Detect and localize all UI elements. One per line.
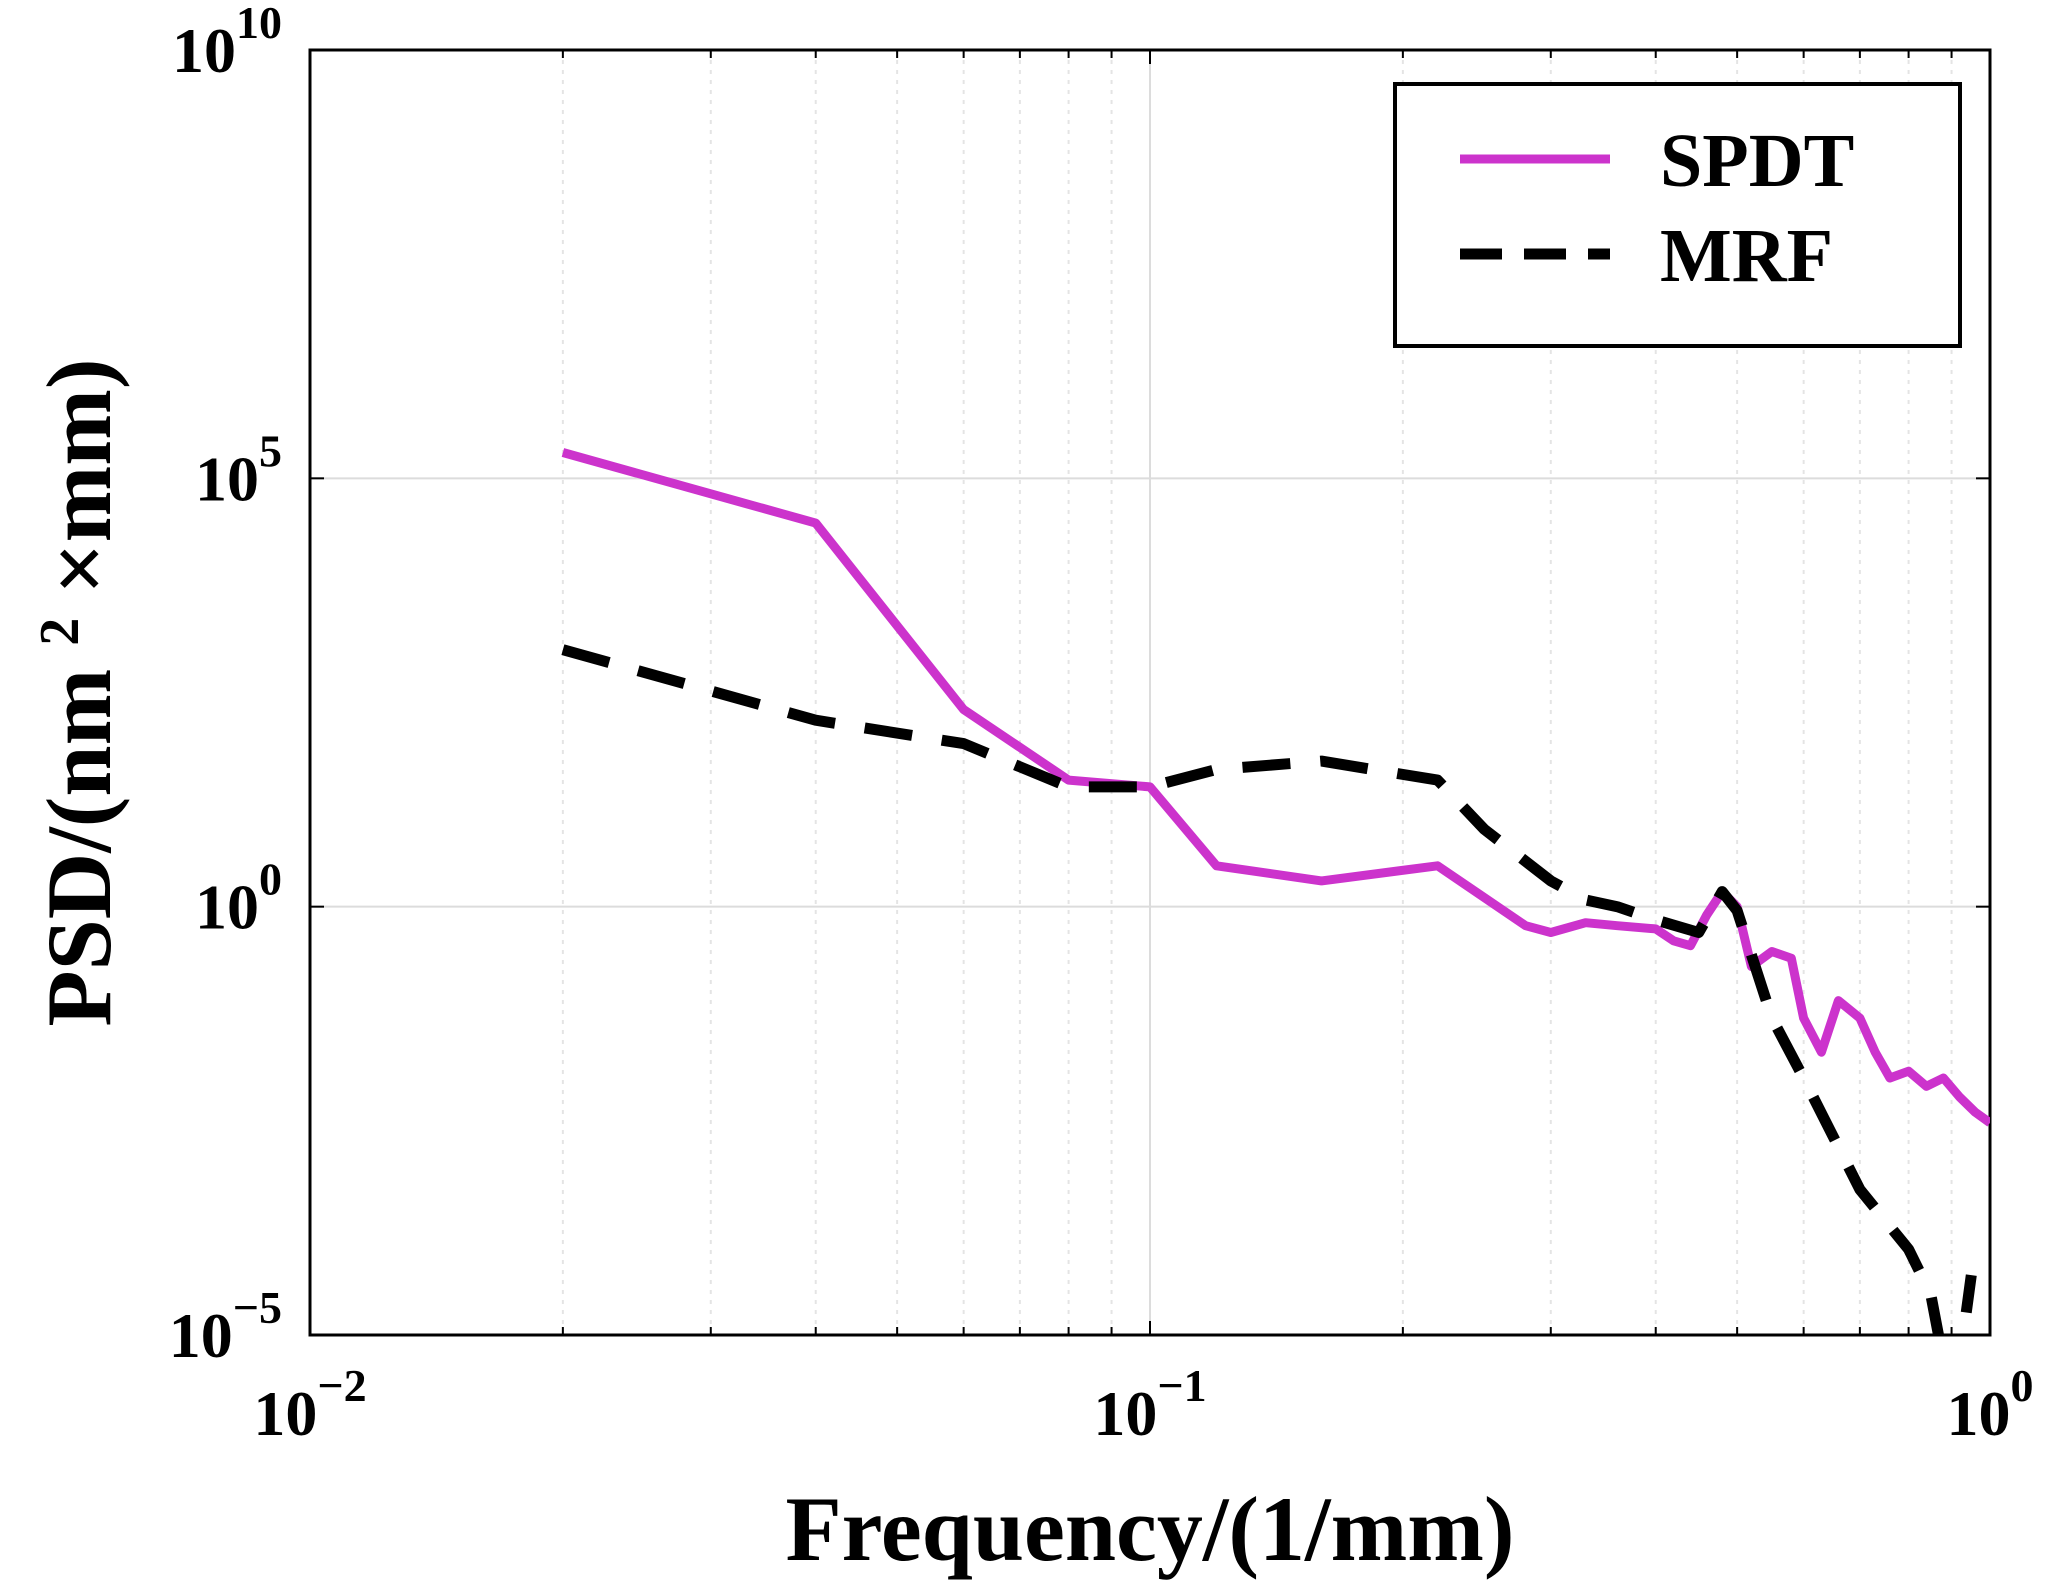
- y-tick-label-base: 10: [195, 443, 259, 514]
- y-tick-label-base: 10: [195, 872, 259, 943]
- y-tick-label-base: 10: [172, 15, 236, 86]
- x-tick-label-exponent: −2: [317, 1360, 366, 1411]
- x-tick-label: 100: [1947, 1360, 2034, 1449]
- x-axis-title: Frequency/(1/mm): [785, 1478, 1514, 1580]
- y-tick-label-exponent: −5: [233, 1282, 282, 1333]
- y-tick-label-exponent: 5: [259, 425, 282, 476]
- y-tick-label: 105: [195, 425, 282, 514]
- y-axis-title: PSD/(nm 2 ×mm): [0, 358, 130, 1026]
- y-tick-label-exponent: 10: [236, 0, 282, 48]
- tick-marks: [310, 49, 1990, 1336]
- x-tick-label-base: 10: [253, 1378, 317, 1449]
- x-tick-label: 10−2: [253, 1360, 366, 1449]
- legend-box: [1393, 82, 1962, 348]
- series-line-spdt: [561, 448, 1990, 1127]
- y-tick-label-exponent: 0: [259, 854, 282, 905]
- x-tick-label-exponent: −1: [1157, 1360, 1206, 1411]
- y-tick-label: 10−5: [169, 1282, 282, 1371]
- legend-label-mrf: MRF: [1660, 214, 1833, 298]
- y-axis-title-prefix: PSD/(nm: [28, 669, 130, 1027]
- y-axis-title-suffix: ×mm): [28, 358, 130, 594]
- y-axis-title-superscript: 2: [29, 618, 91, 646]
- series-line-mrf: [561, 644, 1977, 1335]
- legend: SPDT MRF: [1393, 82, 1962, 348]
- y-tick-label: 100: [195, 854, 282, 943]
- x-tick-label-exponent: 0: [2011, 1360, 2034, 1411]
- y-tick-label: 1010: [172, 0, 282, 86]
- legend-label-spdt: SPDT: [1660, 119, 1854, 203]
- x-tick-label: 10−1: [1093, 1360, 1206, 1449]
- series-layer: [561, 448, 1990, 1335]
- y-tick-label-base: 10: [169, 1300, 233, 1371]
- x-tick-label-base: 10: [1093, 1378, 1157, 1449]
- x-tick-label-base: 10: [1947, 1378, 2011, 1449]
